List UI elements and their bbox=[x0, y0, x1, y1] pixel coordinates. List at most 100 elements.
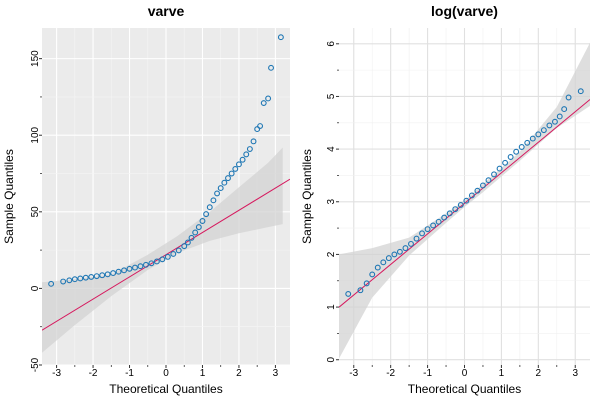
chart-title: log(varve) bbox=[431, 3, 498, 19]
data-point bbox=[142, 261, 149, 268]
data-point bbox=[110, 270, 117, 277]
data-point bbox=[413, 235, 420, 242]
data-point bbox=[228, 170, 235, 177]
data-point bbox=[137, 263, 144, 270]
x-tick-label: 1 bbox=[499, 368, 505, 379]
data-point bbox=[188, 234, 195, 241]
data-point bbox=[268, 64, 274, 71]
y-axis-label: Sample Quantiles bbox=[300, 149, 314, 244]
points bbox=[48, 34, 284, 287]
x-tick-label: -1 bbox=[125, 368, 134, 379]
data-point bbox=[214, 190, 221, 197]
data-point bbox=[419, 230, 426, 237]
data-point bbox=[82, 274, 89, 281]
data-point bbox=[192, 229, 199, 236]
data-point bbox=[265, 95, 272, 102]
data-point bbox=[391, 251, 398, 258]
data-point bbox=[463, 197, 470, 204]
data-point bbox=[513, 148, 520, 155]
y-tick-label: 1 bbox=[326, 304, 337, 310]
data-point bbox=[468, 192, 475, 199]
y-tick-label: 4 bbox=[326, 146, 337, 152]
data-point bbox=[524, 139, 531, 146]
data-point bbox=[565, 94, 572, 101]
x-tick-label: 3 bbox=[273, 368, 279, 379]
chart-title: varve bbox=[148, 3, 185, 19]
gridlines bbox=[339, 28, 590, 365]
data-point bbox=[408, 240, 414, 247]
y-axis-ticks: 0 1 2 3 4 5 6 bbox=[326, 41, 339, 363]
data-point bbox=[457, 201, 464, 208]
data-point bbox=[48, 280, 55, 287]
plot-area bbox=[339, 42, 590, 359]
data-point bbox=[206, 204, 213, 211]
data-point bbox=[357, 287, 364, 294]
data-point bbox=[232, 165, 239, 172]
data-point bbox=[380, 259, 387, 266]
panel-1: -3 -2 -1 0 1 2 3 -50 0 50 100 150 varve Theoretical Q… bbox=[2, 3, 290, 396]
reference-line bbox=[339, 99, 590, 308]
data-point bbox=[246, 146, 253, 152]
x-tick-label: 0 bbox=[462, 368, 468, 379]
data-point bbox=[115, 268, 122, 275]
data-point bbox=[71, 276, 78, 283]
data-point bbox=[104, 271, 111, 278]
data-point bbox=[221, 179, 228, 186]
data-point bbox=[132, 264, 138, 271]
data-point bbox=[175, 247, 182, 254]
points bbox=[345, 88, 584, 297]
data-point bbox=[474, 187, 481, 194]
x-tick-label: 1 bbox=[200, 368, 206, 379]
y-tick-label: 2 bbox=[326, 251, 337, 257]
data-point bbox=[480, 182, 486, 189]
data-point bbox=[148, 260, 155, 267]
x-tick-label: -2 bbox=[386, 368, 395, 379]
data-point bbox=[430, 222, 437, 229]
data-point bbox=[88, 273, 95, 280]
data-point bbox=[126, 265, 133, 272]
data-point bbox=[396, 248, 403, 255]
data-point bbox=[496, 165, 503, 172]
data-point bbox=[217, 185, 224, 192]
y-tick-label: 5 bbox=[326, 93, 337, 99]
data-point bbox=[159, 256, 166, 263]
confidence-band bbox=[42, 147, 283, 353]
data-point bbox=[424, 226, 431, 233]
data-point bbox=[250, 138, 257, 145]
data-point bbox=[121, 267, 128, 274]
data-point bbox=[93, 273, 100, 280]
data-point bbox=[556, 113, 563, 120]
data-point bbox=[502, 159, 509, 166]
data-point bbox=[257, 123, 264, 129]
y-tick-label: 0 bbox=[30, 285, 41, 291]
data-point bbox=[369, 271, 376, 278]
data-point bbox=[60, 278, 67, 285]
x-tick-label: 2 bbox=[236, 368, 242, 379]
data-point bbox=[345, 290, 352, 297]
data-point bbox=[491, 171, 497, 178]
y-tick-label: -50 bbox=[30, 357, 41, 372]
y-tick-label: 6 bbox=[326, 41, 337, 47]
data-point bbox=[181, 243, 188, 250]
data-point bbox=[540, 127, 547, 134]
x-tick-label: 3 bbox=[572, 368, 578, 379]
data-point bbox=[164, 253, 171, 260]
data-point bbox=[153, 258, 160, 265]
data-point bbox=[518, 144, 525, 150]
x-tick-label: -2 bbox=[89, 368, 98, 379]
y-axis-ticks: -50 0 50 100 150 bbox=[30, 50, 42, 372]
x-tick-label: -1 bbox=[423, 368, 432, 379]
data-point bbox=[99, 272, 106, 279]
data-point bbox=[535, 131, 542, 138]
data-point bbox=[254, 126, 261, 133]
data-point bbox=[452, 206, 459, 213]
data-point bbox=[243, 151, 250, 158]
data-point bbox=[66, 277, 73, 284]
x-tick-label: -3 bbox=[349, 368, 358, 379]
x-axis-ticks: -3 -2 -1 0 1 2 3 bbox=[52, 365, 279, 379]
data-point bbox=[577, 88, 584, 95]
data-point bbox=[507, 154, 514, 160]
data-point bbox=[225, 175, 231, 182]
data-point bbox=[210, 197, 217, 204]
